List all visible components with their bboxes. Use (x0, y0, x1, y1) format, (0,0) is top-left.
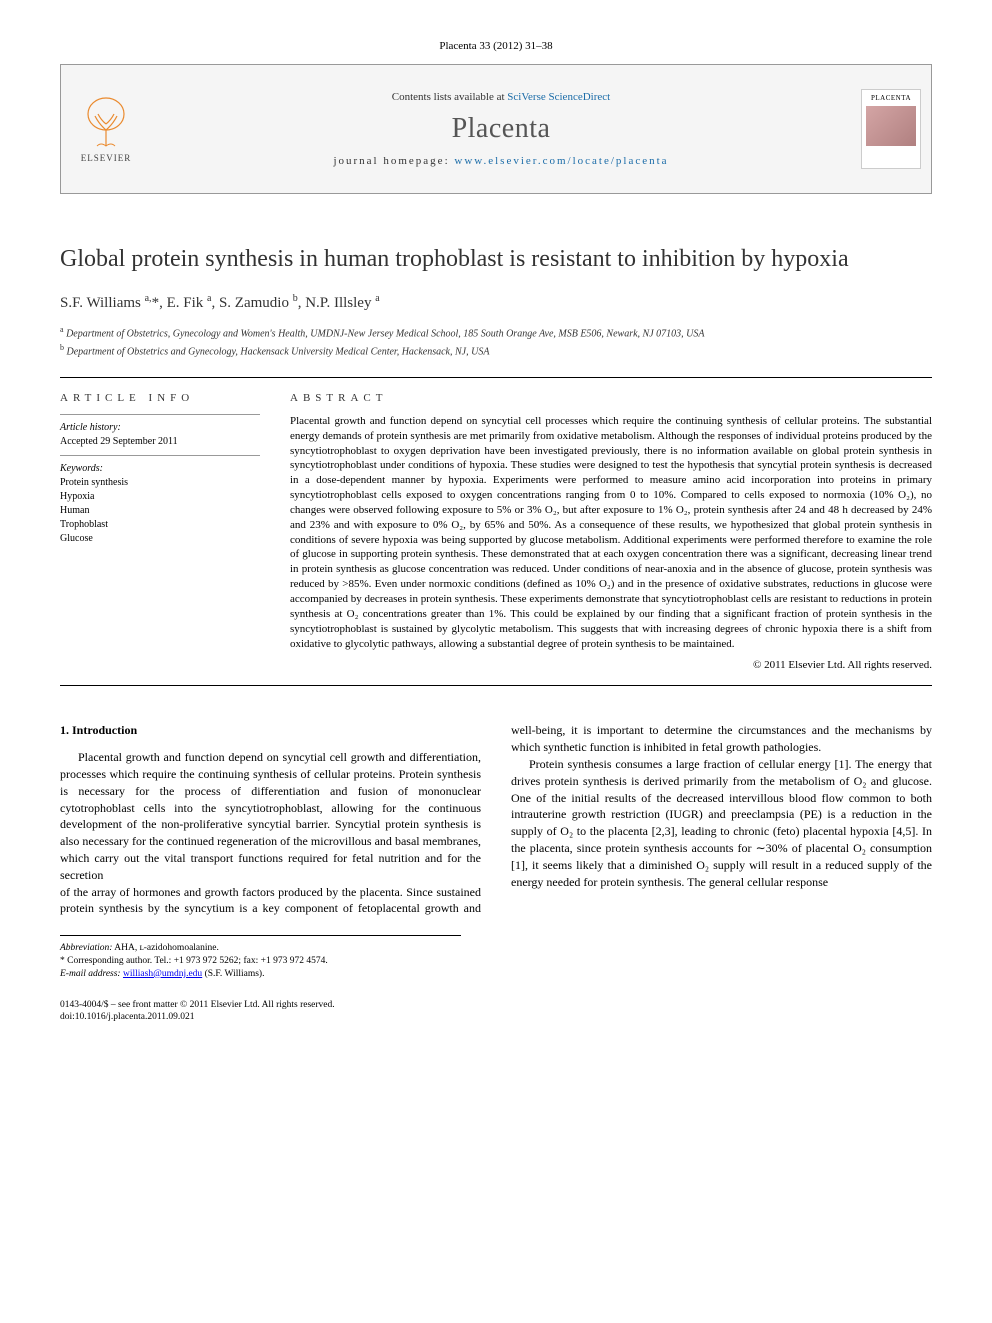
body-paragraph: Placental growth and function depend on … (60, 749, 481, 883)
author-list: S.F. Williams a,*, E. Fik a, S. Zamudio … (60, 293, 932, 312)
email-suffix: (S.F. Williams). (205, 969, 265, 979)
title-block: Global protein synthesis in human tropho… (60, 244, 932, 359)
publisher-logo-box: ELSEVIER (61, 65, 151, 193)
elsevier-logo: ELSEVIER (71, 84, 141, 174)
body-paragraph: Protein synthesis consumes a large fract… (511, 756, 932, 890)
footer-doi: doi:10.1016/j.placenta.2011.09.021 (60, 1011, 932, 1024)
cover-thumbnail: PLACENTA (861, 89, 921, 169)
homepage-link[interactable]: www.elsevier.com/locate/placenta (454, 155, 668, 167)
affiliation-b: b Department of Obstetrics and Gynecolog… (60, 342, 932, 359)
cover-thumbnail-box: PLACENTA (851, 65, 931, 193)
publisher-name: ELSEVIER (81, 153, 132, 163)
keyword: Glucose (60, 532, 260, 546)
history-label: Article history: (60, 421, 260, 435)
citation-header: Placenta 33 (2012) 31–38 (60, 40, 932, 52)
sciencedirect-link[interactable]: SciVerse ScienceDirect (507, 91, 610, 103)
abstract-heading: ABSTRACT (290, 392, 932, 404)
history-text: Accepted 29 September 2011 (60, 435, 260, 449)
abstract-copyright: © 2011 Elsevier Ltd. All rights reserved… (290, 659, 932, 671)
keyword: Protein synthesis (60, 476, 260, 490)
homepage-line: journal homepage: www.elsevier.com/locat… (333, 155, 668, 167)
affiliation-a: a Department of Obstetrics, Gynecology a… (60, 324, 932, 341)
footnote-block: Abbreviation: AHA, ʟ-azidohomoalanine. *… (60, 935, 461, 980)
section-heading: 1. Introduction (60, 722, 481, 739)
abstract-text: Placental growth and function depend on … (290, 414, 932, 652)
section-title: Introduction (72, 723, 137, 737)
rule-top (60, 377, 932, 378)
info-abstract-row: ARTICLE INFO Article history: Accepted 2… (60, 392, 932, 672)
homepage-prefix: journal homepage: (333, 155, 454, 167)
contents-prefix: Contents lists available at (392, 91, 507, 103)
abbrev-text: AHA, ʟ-azidohomoalanine. (114, 943, 219, 953)
keywords-section: Keywords: Protein synthesis Hypoxia Huma… (60, 455, 260, 546)
contents-available-line: Contents lists available at SciVerse Sci… (392, 91, 610, 103)
article-info-column: ARTICLE INFO Article history: Accepted 2… (60, 392, 260, 672)
abbrev-label: Abbreviation: (60, 943, 112, 953)
email-link[interactable]: williash@umdnj.edu (123, 969, 202, 979)
journal-masthead: ELSEVIER Contents lists available at Sci… (60, 64, 932, 194)
keyword: Trophoblast (60, 518, 260, 532)
article-title: Global protein synthesis in human tropho… (60, 244, 932, 275)
rule-bottom (60, 685, 932, 686)
corr-label: * Corresponding author. (60, 956, 152, 966)
keyword: Human (60, 504, 260, 518)
elsevier-tree-icon (81, 96, 131, 151)
corr-text: Tel.: +1 973 972 5262; fax: +1 973 972 4… (154, 956, 327, 966)
section-number: 1. (60, 723, 69, 737)
article-info-heading: ARTICLE INFO (60, 392, 260, 404)
email-label: E-mail address: (60, 969, 121, 979)
email-line: E-mail address: williash@umdnj.edu (S.F.… (60, 968, 461, 981)
affiliations: a Department of Obstetrics, Gynecology a… (60, 324, 932, 359)
article-history: Article history: Accepted 29 September 2… (60, 414, 260, 449)
cover-thumb-image (866, 106, 916, 146)
body-columns: 1. Introduction Placental growth and fun… (60, 722, 932, 917)
footer-copyright: 0143-4004/$ – see front matter © 2011 El… (60, 999, 932, 1012)
abstract-column: ABSTRACT Placental growth and function d… (290, 392, 932, 672)
keyword: Hypoxia (60, 490, 260, 504)
keywords-label: Keywords: (60, 462, 260, 476)
cover-thumb-title: PLACENTA (871, 94, 911, 102)
masthead-center: Contents lists available at SciVerse Sci… (151, 65, 851, 193)
footer-block: 0143-4004/$ – see front matter © 2011 El… (60, 999, 932, 1025)
abbreviation-line: Abbreviation: AHA, ʟ-azidohomoalanine. (60, 942, 461, 955)
corresponding-author-line: * Corresponding author. Tel.: +1 973 972… (60, 955, 461, 968)
journal-name: Placenta (452, 113, 551, 145)
